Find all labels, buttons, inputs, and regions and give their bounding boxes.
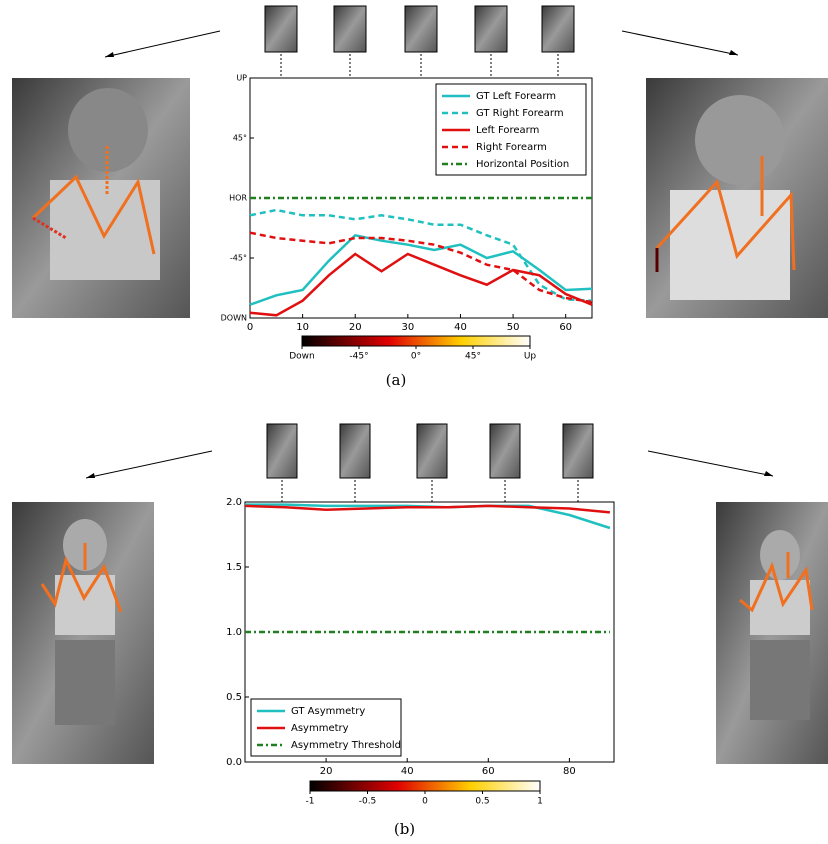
colorbar-label: -1 bbox=[306, 797, 315, 807]
caption: (a) bbox=[386, 371, 407, 389]
legend-label: Right Forearm bbox=[476, 142, 547, 153]
x-tick-label: 10 bbox=[296, 322, 309, 333]
x-tick-label: 20 bbox=[349, 322, 362, 333]
x-tick-label: 60 bbox=[482, 766, 495, 777]
colorbar-label: 0.5 bbox=[475, 797, 489, 807]
colorbar-label: 1 bbox=[537, 797, 543, 807]
thumbnail bbox=[490, 424, 520, 478]
colorbar-label: 45° bbox=[465, 352, 481, 362]
caption: (b) bbox=[394, 820, 415, 838]
legend-label: GT Right Forearm bbox=[476, 108, 564, 119]
colorbar-label: 0 bbox=[422, 797, 428, 807]
x-tick-label: 50 bbox=[507, 322, 520, 333]
y-tick-label: 45° bbox=[233, 134, 247, 143]
legend-label: GT Left Forearm bbox=[476, 91, 556, 102]
colorbar-label: Down bbox=[289, 352, 315, 362]
thumbnail bbox=[563, 424, 593, 478]
thumbnail bbox=[542, 6, 574, 52]
y-tick-label: 2.0 bbox=[226, 497, 242, 508]
x-tick-label: 80 bbox=[563, 766, 576, 777]
photo-right-b bbox=[716, 502, 828, 764]
y-tick-label: 1.5 bbox=[226, 562, 242, 573]
figure: DOWN-45°HOR45°UP0102030405060GT Left For… bbox=[0, 0, 828, 844]
photo-left-b bbox=[12, 502, 154, 764]
thumbnail bbox=[265, 6, 297, 52]
thumbnail bbox=[417, 424, 447, 478]
y-tick-label: 0.5 bbox=[226, 692, 242, 703]
x-tick-label: 0 bbox=[247, 322, 253, 333]
x-tick-label: 40 bbox=[401, 766, 414, 777]
legend-label: Asymmetry Threshold bbox=[291, 740, 401, 751]
thumbnail bbox=[334, 6, 366, 52]
photo-right-a bbox=[646, 78, 828, 318]
x-tick-label: 40 bbox=[454, 322, 467, 333]
thumbnail bbox=[475, 6, 507, 52]
colorbar bbox=[302, 336, 530, 346]
y-tick-label: -45° bbox=[230, 254, 247, 263]
x-tick-label: 20 bbox=[320, 766, 333, 777]
colorbar-label: 0° bbox=[411, 352, 421, 362]
x-tick-label: 30 bbox=[401, 322, 414, 333]
colorbar bbox=[310, 781, 540, 791]
legend-label: GT Asymmetry bbox=[291, 706, 365, 717]
y-tick-label: 0.0 bbox=[226, 757, 242, 768]
thumbnail bbox=[267, 424, 297, 478]
legend-label: Left Forearm bbox=[476, 125, 539, 136]
colorbar-label: -0.5 bbox=[359, 797, 377, 807]
y-tick-label: DOWN bbox=[221, 314, 247, 323]
y-tick-label: 1.0 bbox=[226, 627, 242, 638]
x-tick-label: 60 bbox=[559, 322, 572, 333]
legend-label: Horizontal Position bbox=[476, 159, 569, 170]
thumbnail bbox=[405, 6, 437, 52]
y-tick-label: UP bbox=[236, 74, 247, 83]
thumbnail bbox=[340, 424, 370, 478]
y-tick-label: HOR bbox=[229, 194, 247, 203]
colorbar-label: Up bbox=[524, 352, 537, 362]
colorbar-label: -45° bbox=[349, 352, 368, 362]
legend-label: Asymmetry bbox=[291, 723, 349, 734]
photo-left-a bbox=[12, 78, 190, 318]
